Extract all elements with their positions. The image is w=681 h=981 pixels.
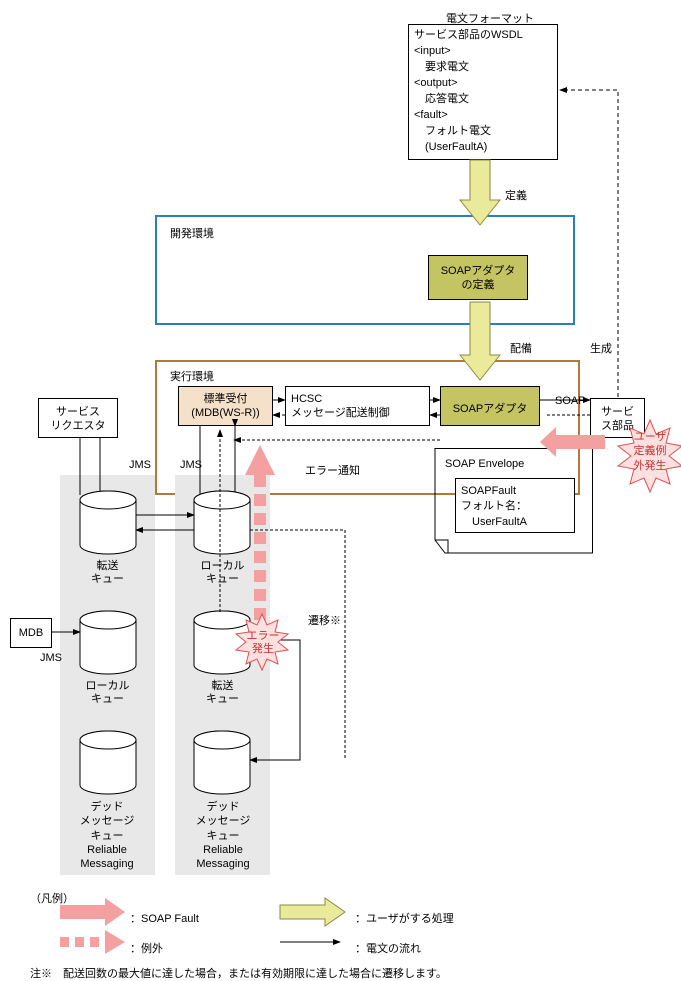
std-recv-l1: 標準受付	[179, 392, 272, 406]
std-recv-box: 標準受付 (MDB(WS-R))	[178, 386, 273, 426]
sp-l1: サービ	[591, 405, 644, 419]
jms-left: JMS	[129, 459, 151, 471]
note-text: 注※ 配送回数の最大値に達した場合，または有効期限に達した場合に遷移します。	[30, 965, 447, 981]
c2q3-l5: Messaging	[178, 857, 268, 871]
exec-env-label: 実行環境	[170, 368, 214, 384]
eo-l1: エラー	[238, 630, 288, 643]
jms-mdb: JMS	[40, 652, 62, 664]
soap-adapter-box: SOAPアダプタ	[440, 386, 540, 426]
c2q2-l1: 転送	[185, 680, 260, 693]
hcsc-box: HCSC メッセージ配送制御	[285, 386, 430, 426]
hcsc-l1: HCSC	[291, 392, 424, 406]
c1q3-l2: メッセージ	[62, 814, 152, 828]
c2q2-label: 転送 キュー	[185, 680, 260, 706]
hcsc-l2: メッセージ配送制御	[291, 406, 424, 420]
c2q1-label: ローカル キュー	[185, 560, 260, 586]
error-occur-text: エラー 発生	[238, 630, 288, 656]
user-def-burst-text: ユーザ 定義例 外発生	[620, 430, 680, 473]
seni-label: 遷移※	[308, 612, 341, 628]
wsdl-line: サービス部品のWSDL	[414, 28, 552, 44]
soap-envelope-label: SOAP Envelope	[445, 458, 524, 470]
c2q3-l2: メッセージ	[178, 814, 268, 828]
soap-adapter-def-l2: の定義	[429, 278, 527, 292]
c1q3-l4: Reliable	[62, 843, 152, 857]
soap-label: SOAP	[555, 395, 586, 407]
c1q1-label: 転送 キュー	[70, 560, 145, 586]
service-requester: サービス リクエスタ	[38, 398, 118, 438]
wsdl-line: <input>	[414, 44, 552, 60]
c2q1-l2: キュー	[185, 573, 260, 586]
c1q2-label: ローカル キュー	[70, 680, 145, 706]
soap-adapter-def-l1: SOAPアダプタ	[429, 264, 527, 278]
sr-l2: リクエスタ	[39, 419, 117, 433]
wsdl-line: フォルト電文	[414, 124, 552, 140]
c1q3-l3: キュー	[62, 829, 152, 843]
legend-ex: ：例外	[130, 940, 163, 956]
ud-l3: 外発生	[620, 459, 680, 473]
mdb-text: MDB	[19, 627, 43, 639]
sf-l1: SOAPFault	[461, 484, 569, 499]
sf-l2: フォルト名：	[461, 499, 569, 514]
wsdl-line: 要求電文	[414, 60, 552, 76]
std-recv-l2: (MDB(WS-R))	[179, 406, 272, 420]
wsdl-line: <output>	[414, 76, 552, 92]
teigi-label: 定義	[505, 187, 527, 203]
c1q2-l1: ローカル	[70, 680, 145, 693]
sr-l1: サービス	[39, 405, 117, 419]
legend-sf: ：SOAP Fault	[130, 910, 199, 926]
c1q3-l1: デッド	[62, 800, 152, 814]
error-notify: エラー通知	[305, 462, 360, 478]
c2q3-l3: キュー	[178, 829, 268, 843]
wsdl-line: 応答電文	[414, 92, 552, 108]
c2q2-l2: キュー	[185, 693, 260, 706]
c2q3-l4: Reliable	[178, 843, 268, 857]
c1q3-l5: Messaging	[62, 857, 152, 871]
wsdl-line: (UserFaultA)	[414, 140, 552, 156]
ud-l2: 定義例	[620, 444, 680, 458]
c2q1-l1: ローカル	[185, 560, 260, 573]
seisei-label: 生成	[590, 340, 612, 356]
soap-fault-box: SOAPFault フォルト名： UserFaultA	[455, 478, 575, 533]
c1q1-l1: 転送	[70, 560, 145, 573]
legend-mf: ：電文の流れ	[355, 940, 421, 956]
eo-l2: 発生	[238, 643, 288, 656]
legend-title: （凡例）	[30, 890, 74, 906]
c2q3-label: デッド メッセージ キュー Reliable Messaging	[178, 800, 268, 871]
c2q3-l1: デッド	[178, 800, 268, 814]
wsdl-box: サービス部品のWSDL <input> 要求電文 <output> 応答電文 <…	[408, 24, 558, 160]
dev-env-label: 開発環境	[170, 225, 214, 241]
haibi-label: 配備	[510, 340, 532, 356]
c1q2-l2: キュー	[70, 693, 145, 706]
soap-adapter-text: SOAPアダプタ	[453, 403, 528, 415]
mdb-box: MDB	[10, 618, 52, 648]
sf-l3: UserFaultA	[461, 515, 569, 530]
jms-right: JMS	[180, 459, 202, 471]
ud-l1: ユーザ	[620, 430, 680, 444]
c1q1-l2: キュー	[70, 573, 145, 586]
wsdl-line: <fault>	[414, 108, 552, 124]
soap-adapter-def: SOAPアダプタ の定義	[428, 255, 528, 300]
c1q3-label: デッド メッセージ キュー Reliable Messaging	[62, 800, 152, 871]
legend-up: ：ユーザがする処理	[355, 910, 454, 926]
